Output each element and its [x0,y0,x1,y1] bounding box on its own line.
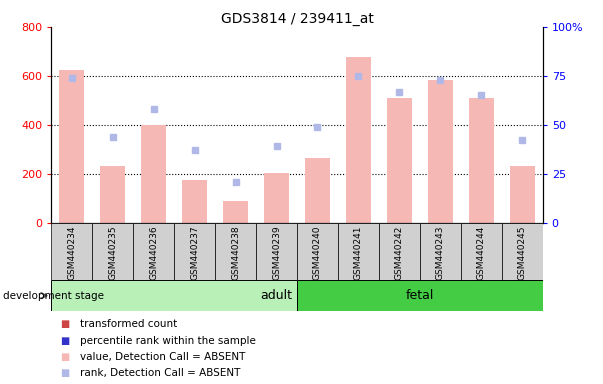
Text: ■: ■ [60,319,69,329]
Title: GDS3814 / 239411_at: GDS3814 / 239411_at [221,12,373,26]
Text: development stage: development stage [3,291,104,301]
Text: percentile rank within the sample: percentile rank within the sample [80,336,256,346]
Bar [297,223,338,280]
Text: GSM440240: GSM440240 [313,226,322,280]
Bar [387,98,412,223]
Bar [428,79,453,223]
Text: ■: ■ [60,336,69,346]
Bar [256,223,297,280]
Bar [305,158,330,223]
Bar [51,280,297,311]
Bar [215,223,256,280]
Bar [379,223,420,280]
Text: adult: adult [260,289,292,302]
Bar [133,223,174,280]
Text: rank, Detection Call = ABSENT: rank, Detection Call = ABSENT [80,368,240,378]
Text: GSM440245: GSM440245 [518,226,527,280]
Text: GSM440239: GSM440239 [272,226,281,280]
Text: GSM440238: GSM440238 [231,226,240,280]
Bar [420,223,461,280]
Text: GSM440241: GSM440241 [354,226,363,280]
Bar [338,223,379,280]
Bar [174,223,215,280]
Bar [510,166,534,223]
Text: GSM440235: GSM440235 [108,226,117,280]
Bar [264,172,289,223]
Bar [60,70,84,223]
Text: GSM440243: GSM440243 [436,226,445,280]
Text: GSM440237: GSM440237 [190,226,199,280]
Text: GSM440234: GSM440234 [67,226,76,280]
Text: GSM440242: GSM440242 [395,226,404,280]
Bar [469,98,493,223]
Text: GSM440244: GSM440244 [477,226,486,280]
Bar [223,201,248,223]
Text: GSM440236: GSM440236 [149,226,158,280]
Text: transformed count: transformed count [80,319,177,329]
Bar [100,166,125,223]
Bar [182,180,207,223]
Text: ■: ■ [60,368,69,378]
Text: value, Detection Call = ABSENT: value, Detection Call = ABSENT [80,352,245,362]
Bar [297,280,543,311]
Bar [141,125,166,223]
Bar [51,223,92,280]
Bar [502,223,543,280]
Text: fetal: fetal [406,289,434,302]
Bar [92,223,133,280]
Text: ■: ■ [60,352,69,362]
Bar [461,223,502,280]
Bar [346,58,371,223]
